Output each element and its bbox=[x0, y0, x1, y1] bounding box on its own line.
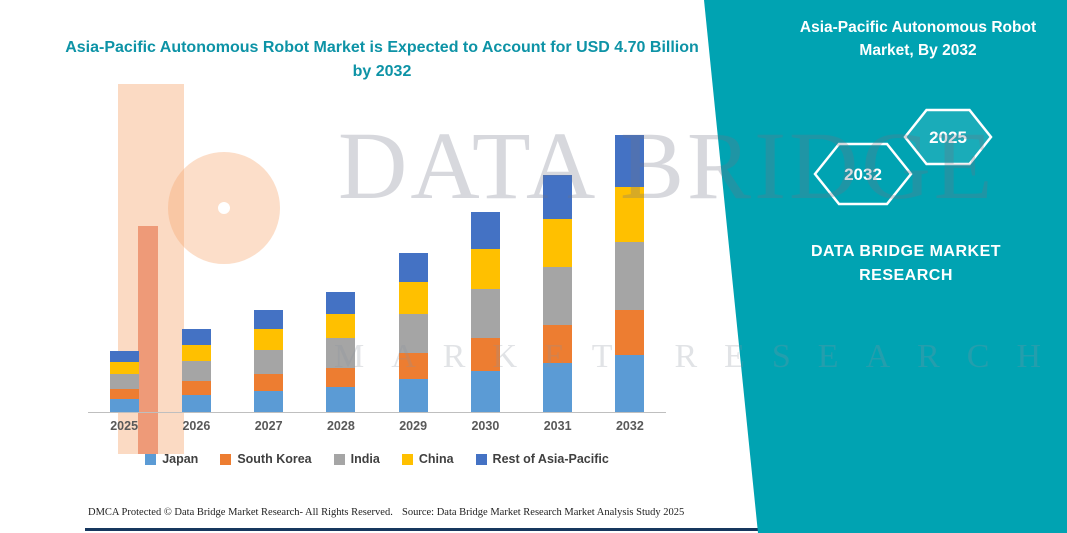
bar-segment-2032-india bbox=[615, 242, 645, 311]
bar-segment-2026-china bbox=[181, 344, 211, 362]
hexagon-front-label: 2025 bbox=[929, 128, 967, 147]
x-axis-label-2032: 2032 bbox=[615, 419, 644, 433]
legend-swatch-icon bbox=[220, 453, 232, 465]
legend-label: South Korea bbox=[237, 452, 312, 466]
bar-segment-2031-rest-of-asia-pacific bbox=[543, 174, 573, 220]
x-axis-label-2030: 2030 bbox=[471, 419, 500, 433]
bar-segment-2028-south-korea bbox=[326, 367, 356, 388]
panel-heading: Asia-Pacific Autonomous Robot Market, By… bbox=[799, 19, 1037, 60]
bar-segment-2030-india bbox=[470, 289, 500, 339]
chart-legend: Japan South Korea India China Rest of Asia-P… bbox=[80, 452, 674, 466]
bar-segment-2030-south-korea bbox=[470, 338, 500, 371]
bar-2025 bbox=[109, 350, 139, 412]
bar-segment-2027-rest-of-asia-pacific bbox=[254, 310, 284, 329]
bar-2026 bbox=[181, 328, 211, 412]
x-axis-label-2031: 2031 bbox=[543, 419, 572, 433]
hexagon-badges: 2032 2025 bbox=[813, 108, 993, 206]
bar-segment-2025-india bbox=[109, 374, 139, 389]
bar-segment-2030-japan bbox=[470, 370, 500, 412]
bar-segment-2031-japan bbox=[543, 363, 573, 412]
bar-segment-2032-japan bbox=[615, 354, 645, 412]
x-axis-label-2027: 2027 bbox=[254, 419, 283, 433]
legend-item-japan: Japan bbox=[145, 452, 198, 466]
legend-swatch-icon bbox=[401, 453, 413, 465]
bar-segment-2030-rest-of-asia-pacific bbox=[470, 211, 500, 250]
x-axis-label-2028: 2028 bbox=[326, 419, 355, 433]
bar-segment-2025-rest-of-asia-pacific bbox=[109, 350, 139, 362]
bar-segment-2026-south-korea bbox=[181, 381, 211, 395]
legend-label: India bbox=[350, 452, 380, 466]
bar-segment-2028-india bbox=[326, 338, 356, 368]
bar-segment-2029-south-korea bbox=[398, 353, 428, 379]
bar-segment-2029-india bbox=[398, 314, 428, 353]
legend-swatch-icon bbox=[475, 453, 487, 465]
bar-segment-2026-japan bbox=[181, 394, 211, 412]
bar-segment-2029-rest-of-asia-pacific bbox=[398, 252, 428, 283]
bar-segment-2028-japan bbox=[326, 387, 356, 412]
x-axis-label-2029: 2029 bbox=[399, 419, 428, 433]
bar-2032 bbox=[615, 134, 645, 412]
hexagon-back-label: 2032 bbox=[844, 165, 882, 184]
legend-label: China bbox=[418, 452, 454, 466]
bar-segment-2027-china bbox=[254, 328, 284, 350]
x-axis-label-2026: 2026 bbox=[182, 419, 211, 433]
bar-segment-2029-china bbox=[398, 282, 428, 315]
bar-segment-2027-india bbox=[254, 349, 284, 375]
legend-swatch-icon bbox=[145, 453, 157, 465]
bar-segment-2032-china bbox=[615, 186, 645, 243]
legend-item-south-korea: South Korea bbox=[220, 452, 312, 466]
bar-2029 bbox=[398, 252, 428, 412]
bar-segment-2028-rest-of-asia-pacific bbox=[326, 291, 356, 315]
bar-segment-2027-japan bbox=[254, 390, 284, 412]
legend-label: Rest of Asia-Pacific bbox=[492, 452, 609, 466]
bar-segment-2027-south-korea bbox=[254, 374, 284, 391]
brand-name: DATA BRIDGE MARKET RESEARCH bbox=[810, 243, 1002, 284]
bar-segment-2030-china bbox=[470, 249, 500, 290]
bar-2030 bbox=[470, 211, 500, 412]
bar-segment-2026-india bbox=[181, 361, 211, 382]
bar-segment-2028-china bbox=[326, 314, 356, 339]
legend-swatch-icon bbox=[333, 453, 345, 465]
bar-segment-2025-china bbox=[109, 361, 139, 375]
legend-item-rest-of-asia-pacific: Rest of Asia-Pacific bbox=[475, 452, 609, 466]
bottom-rule bbox=[85, 528, 1067, 531]
x-axis-label-2025: 2025 bbox=[110, 419, 139, 433]
right-panel: Asia-Pacific Autonomous Robot Market, By… bbox=[690, 0, 1067, 533]
bar-segment-2025-japan bbox=[109, 399, 139, 412]
legend-label: Japan bbox=[162, 452, 199, 466]
footer-source-text: Source: Data Bridge Market Research Mark… bbox=[402, 507, 685, 518]
bar-segment-2032-rest-of-asia-pacific bbox=[615, 134, 645, 187]
x-axis-labels: 2025 2026 2027 2028 2029 2030 2031 2032 bbox=[88, 419, 666, 433]
bar-segment-2031-south-korea bbox=[543, 324, 573, 363]
bar-segment-2025-south-korea bbox=[109, 389, 139, 399]
bar-segment-2031-china bbox=[543, 219, 573, 267]
footer-dmca-text: DMCA Protected © Data Bridge Market Rese… bbox=[88, 507, 393, 518]
chart-title: Asia-Pacific Autonomous Robot Market is … bbox=[65, 39, 699, 80]
legend-item-china: China bbox=[401, 452, 454, 466]
bar-2027 bbox=[254, 310, 284, 412]
legend-item-india: India bbox=[333, 452, 380, 466]
hexagon-2025-icon bbox=[903, 108, 993, 166]
bar-segment-2029-japan bbox=[398, 379, 428, 412]
bar-2028 bbox=[326, 291, 356, 412]
bar-segment-2031-india bbox=[543, 266, 573, 325]
bar-segment-2026-rest-of-asia-pacific bbox=[181, 328, 211, 345]
chart-plot bbox=[88, 122, 666, 413]
bar-2031 bbox=[543, 174, 573, 412]
bar-segment-2032-south-korea bbox=[615, 310, 645, 355]
hexagon-2032-icon bbox=[813, 142, 913, 206]
right-panel-background bbox=[704, 0, 1067, 533]
